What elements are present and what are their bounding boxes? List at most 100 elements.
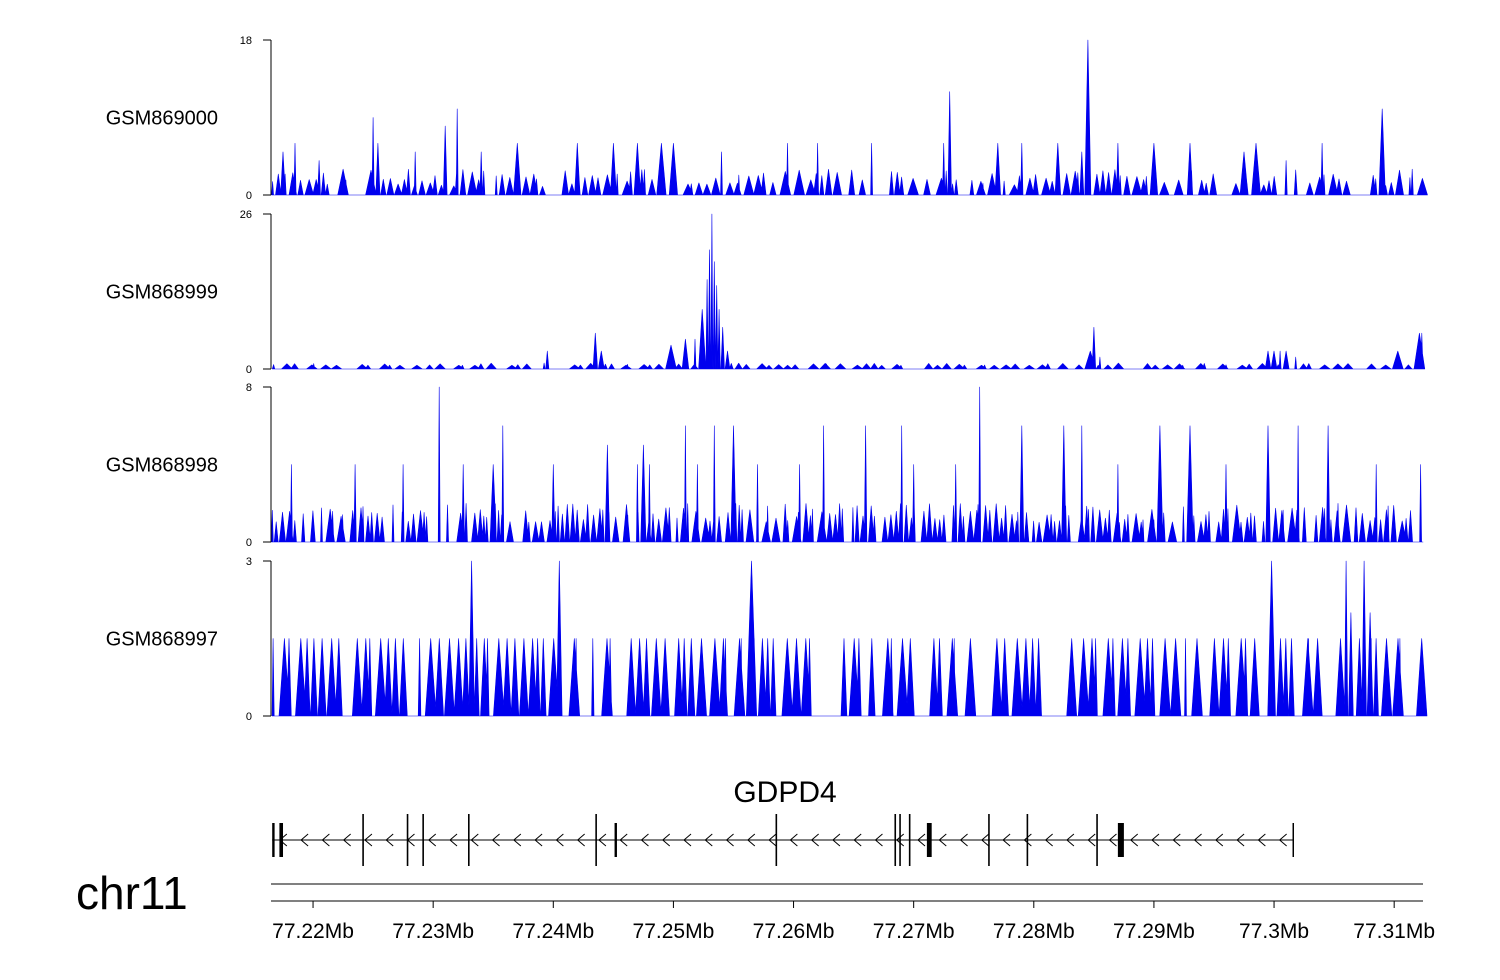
y-axis-tick-label: 0 (246, 190, 252, 202)
strand-chevron (1278, 833, 1287, 847)
strand-chevron (534, 833, 543, 847)
y-axis-tick-label: 0 (246, 537, 252, 549)
gene-exon (406, 814, 409, 866)
x-axis-tick-label: 77.29Mb (1113, 920, 1195, 943)
strand-chevron (917, 833, 926, 847)
gene-exon (899, 814, 901, 866)
gene-exon (908, 814, 911, 866)
strand-chevron (449, 833, 458, 847)
y-axis-tick-label: 0 (246, 364, 252, 376)
strand-chevron (1151, 833, 1160, 847)
coverage-area (271, 386, 1424, 543)
gene-exon (595, 814, 597, 866)
strand-chevron (1002, 833, 1011, 847)
track-GSM869000: 0 18 GSM869000 (106, 35, 1428, 202)
genomic-x-axis: 77.22Mb 77.23Mb 77.24Mb 77.25Mb 77.26Mb 77.27… (271, 883, 1435, 943)
strand-chevron (640, 833, 649, 847)
gene-exon (988, 814, 990, 866)
strand-chevron (619, 833, 628, 847)
strand-chevron (385, 833, 394, 847)
x-axis-tick-label: 77.26Mb (753, 920, 835, 943)
strand-chevron (1108, 833, 1117, 847)
y-axis-tick-label: 26 (240, 209, 252, 221)
gene-exon (362, 814, 364, 866)
gene-exon (272, 823, 275, 857)
strand-chevron (321, 833, 330, 847)
gene-exon (894, 814, 897, 866)
coverage-tracks: 0 18 GSM869000 0 26 GSM868999 0 8 GSM868998 0 3 GSM… (106, 35, 1428, 723)
gene-exon (614, 823, 617, 857)
strand-chevron (789, 833, 798, 847)
track-GSM868998: 0 8 GSM868998 (106, 382, 1424, 549)
strand-chevron (1193, 833, 1202, 847)
strand-chevron (661, 833, 671, 847)
x-axis-tick-label: 77.22Mb (272, 920, 354, 943)
x-axis-tick-label: 77.25Mb (633, 920, 715, 943)
strand-chevron (598, 833, 607, 847)
gene-exon (422, 814, 424, 866)
track-GSM868997: 0 3 GSM868997 (106, 556, 1428, 723)
coverage-area (272, 213, 1426, 370)
strand-chevron (1172, 833, 1181, 847)
strand-chevron (810, 833, 819, 847)
y-axis-tick-label: 8 (246, 382, 252, 394)
strand-chevron (300, 833, 309, 847)
strand-chevron (576, 833, 585, 847)
strand-chevron (725, 833, 734, 847)
track-GSM868999: 0 26 GSM868999 (106, 209, 1426, 376)
x-axis-tick-label: 77.31Mb (1353, 920, 1435, 943)
strand-chevron (704, 833, 713, 847)
y-axis-tick-label: 0 (246, 711, 252, 723)
strand-chevron (1129, 833, 1139, 847)
strand-chevron (1087, 833, 1096, 847)
gene-exon (1026, 814, 1029, 866)
strand-chevron (491, 833, 500, 847)
strand-chevron (832, 833, 841, 847)
x-axis-tick-label: 77.24Mb (512, 920, 594, 943)
x-axis-tick-label: 77.27Mb (873, 920, 955, 943)
strand-chevron (895, 833, 905, 847)
gene-exon (775, 814, 778, 866)
strand-chevron (938, 833, 947, 847)
x-axis-tick-label: 77.23Mb (392, 920, 474, 943)
track-label: GSM868997 (106, 629, 218, 651)
y-axis-tick-label: 3 (246, 556, 252, 568)
chromosome-label: chr11 (76, 867, 188, 919)
strand-chevron (364, 833, 373, 847)
x-axis-tick-label: 77.3Mb (1239, 920, 1309, 943)
strand-chevron (874, 833, 883, 847)
track-label: GSM869000 (106, 108, 218, 130)
y-axis-tick-label: 18 (240, 35, 252, 47)
strand-chevron (1023, 833, 1032, 847)
gene-exon (926, 823, 932, 857)
gene-label: GDPD4 (733, 776, 836, 809)
strand-chevron (513, 833, 522, 847)
coverage-area (271, 39, 1428, 196)
strand-chevron (981, 833, 990, 847)
gene-exon (279, 823, 284, 857)
strand-chevron (683, 833, 692, 847)
gene-model: GDPD4 (272, 776, 1295, 866)
strand-chevron (427, 833, 437, 847)
strand-chevron (1236, 833, 1245, 847)
strand-chevron (1044, 833, 1053, 847)
strand-chevron (555, 833, 564, 847)
strand-chevron (1215, 833, 1224, 847)
strand-chevron (747, 833, 756, 847)
coverage-area (271, 560, 1428, 717)
strand-chevron (342, 833, 351, 847)
gene-exons (272, 814, 1295, 866)
gene-exon (1117, 823, 1124, 857)
track-label: GSM868998 (106, 455, 218, 477)
gene-exon (468, 814, 470, 866)
strand-chevron (1257, 833, 1266, 847)
strand-chevron (470, 833, 479, 847)
strand-chevron (768, 833, 777, 847)
strand-chevron (1066, 833, 1075, 847)
gene-exon (1096, 814, 1098, 866)
track-label: GSM868999 (106, 282, 218, 304)
x-axis-tick-label: 77.28Mb (993, 920, 1075, 943)
strand-chevron (853, 833, 862, 847)
strand-chevron (959, 833, 968, 847)
